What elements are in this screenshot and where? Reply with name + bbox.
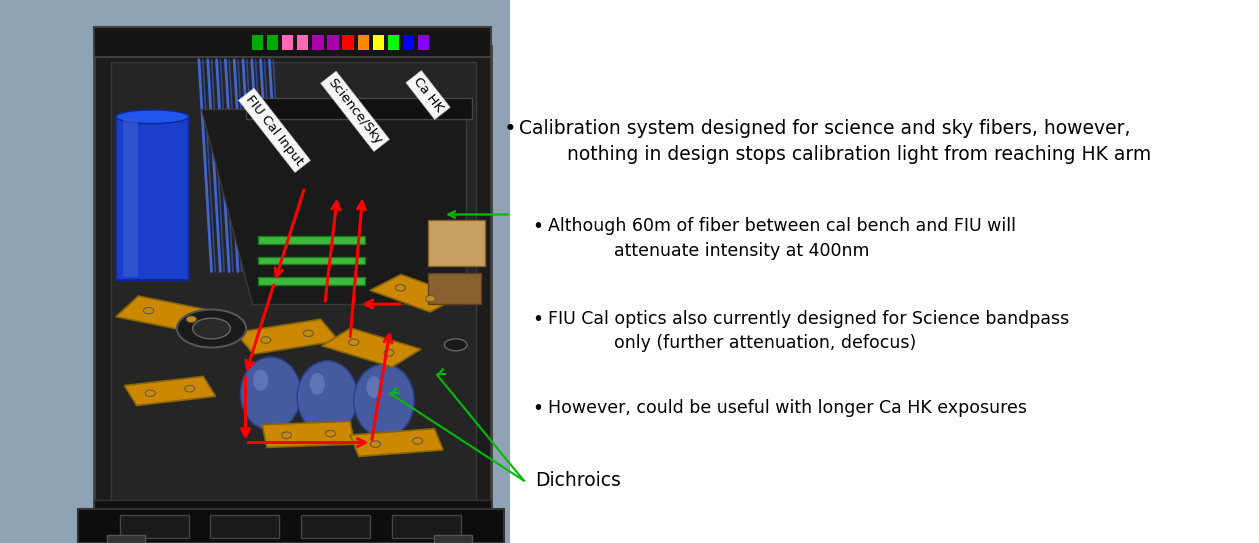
Polygon shape xyxy=(201,109,466,304)
Bar xyxy=(312,35,324,50)
Bar xyxy=(94,27,491,57)
Ellipse shape xyxy=(349,339,359,345)
Ellipse shape xyxy=(240,357,301,430)
Ellipse shape xyxy=(395,285,405,291)
Ellipse shape xyxy=(176,310,246,348)
Polygon shape xyxy=(258,277,365,285)
Text: FIU Cal optics also currently designed for Science bandpass
            only (fu: FIU Cal optics also currently designed f… xyxy=(548,310,1069,352)
Text: FIU Cal Input: FIU Cal Input xyxy=(243,93,306,168)
Text: Dichroics: Dichroics xyxy=(535,471,621,490)
Ellipse shape xyxy=(366,376,381,398)
Text: •: • xyxy=(533,310,544,329)
Bar xyxy=(358,35,369,50)
Bar xyxy=(418,35,429,50)
Polygon shape xyxy=(370,275,461,312)
Bar xyxy=(107,535,145,543)
Bar xyxy=(252,35,263,50)
Text: Calibration system designed for science and sky fibers, however,
        nothing: Calibration system designed for science … xyxy=(519,119,1151,164)
Text: Ca HK: Ca HK xyxy=(410,75,446,115)
Ellipse shape xyxy=(185,386,195,392)
Ellipse shape xyxy=(325,430,335,437)
Text: •: • xyxy=(533,217,544,236)
Polygon shape xyxy=(262,421,355,447)
Bar xyxy=(301,515,370,538)
Bar xyxy=(434,535,472,543)
Bar xyxy=(403,35,414,50)
Ellipse shape xyxy=(303,330,313,337)
Text: However, could be useful with longer Ca HK exposures: However, could be useful with longer Ca … xyxy=(548,399,1026,417)
Polygon shape xyxy=(116,296,224,334)
Bar xyxy=(392,515,461,538)
Ellipse shape xyxy=(444,339,467,351)
Bar xyxy=(428,273,481,304)
Bar xyxy=(111,62,476,502)
Ellipse shape xyxy=(384,350,394,356)
Ellipse shape xyxy=(282,432,292,439)
Bar xyxy=(327,35,339,50)
Bar xyxy=(0,0,510,543)
Bar xyxy=(282,35,293,50)
Ellipse shape xyxy=(144,307,154,314)
Bar xyxy=(297,35,308,50)
Polygon shape xyxy=(258,236,365,244)
Bar xyxy=(123,119,138,277)
Ellipse shape xyxy=(253,369,268,391)
Text: Science/Sky: Science/Sky xyxy=(325,76,385,147)
Ellipse shape xyxy=(193,318,230,339)
Ellipse shape xyxy=(413,438,423,444)
Bar xyxy=(342,35,354,50)
Bar xyxy=(116,117,189,280)
Text: •: • xyxy=(533,399,544,418)
Bar xyxy=(210,515,279,538)
Ellipse shape xyxy=(310,373,325,395)
Bar xyxy=(373,35,384,50)
Bar xyxy=(388,35,399,50)
Polygon shape xyxy=(350,428,443,457)
Polygon shape xyxy=(258,257,365,264)
Ellipse shape xyxy=(354,364,414,438)
Ellipse shape xyxy=(426,295,436,302)
Bar xyxy=(267,35,278,50)
Polygon shape xyxy=(235,319,339,354)
Bar xyxy=(120,515,189,538)
Text: Although 60m of fiber between cal bench and FIU will
            attenuate inten: Although 60m of fiber between cal bench … xyxy=(548,217,1016,260)
Bar xyxy=(94,46,491,510)
Ellipse shape xyxy=(370,441,380,447)
Polygon shape xyxy=(322,328,421,367)
Ellipse shape xyxy=(297,361,358,434)
Ellipse shape xyxy=(145,390,155,396)
Bar xyxy=(78,509,504,543)
Bar xyxy=(94,500,491,513)
Ellipse shape xyxy=(186,316,196,323)
Ellipse shape xyxy=(261,337,271,343)
Bar xyxy=(428,220,485,266)
Polygon shape xyxy=(125,376,215,406)
Ellipse shape xyxy=(116,110,189,124)
Text: •: • xyxy=(504,119,516,140)
Polygon shape xyxy=(246,98,472,119)
